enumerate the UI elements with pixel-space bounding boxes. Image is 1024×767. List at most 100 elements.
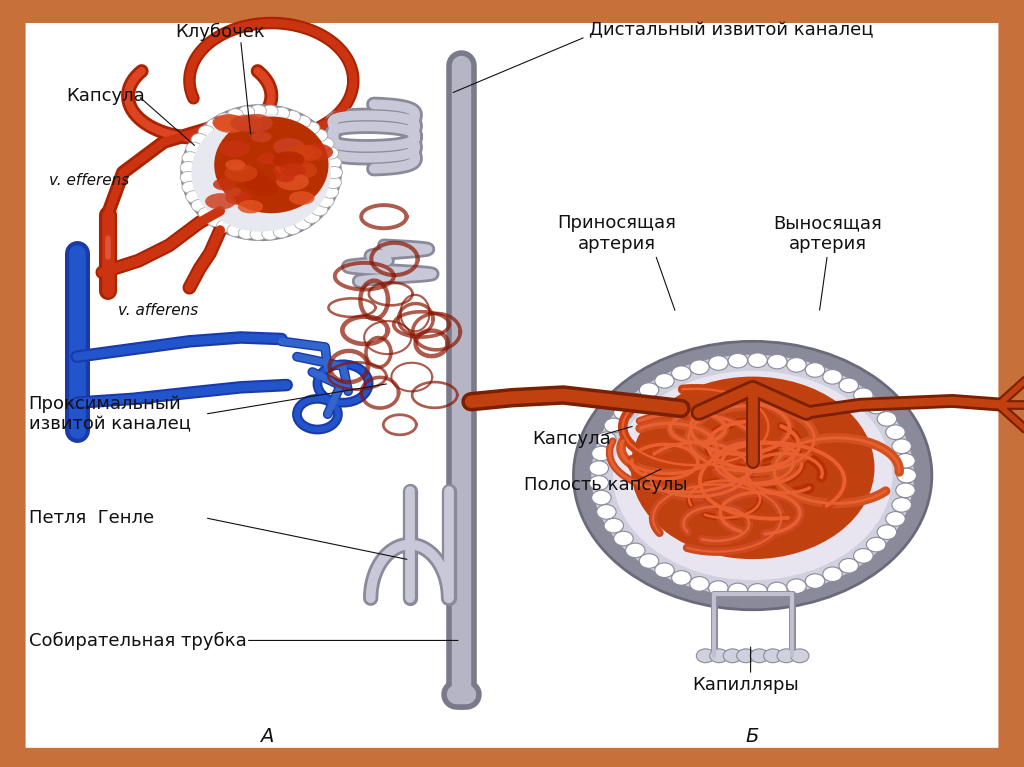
Circle shape [592, 490, 611, 505]
Circle shape [878, 412, 897, 426]
Circle shape [597, 432, 616, 446]
Circle shape [216, 220, 232, 232]
Circle shape [317, 138, 334, 150]
Ellipse shape [245, 176, 274, 192]
Circle shape [866, 399, 886, 413]
Text: Дистальный извитой каналец: Дистальный извитой каналец [589, 21, 873, 40]
Circle shape [709, 356, 728, 370]
Circle shape [786, 357, 806, 372]
Ellipse shape [275, 160, 303, 175]
Text: Б: Б [745, 727, 760, 746]
Ellipse shape [238, 200, 263, 213]
Circle shape [325, 176, 341, 189]
Ellipse shape [212, 114, 244, 131]
Ellipse shape [276, 173, 309, 190]
Circle shape [897, 468, 916, 483]
Circle shape [325, 156, 341, 169]
Ellipse shape [281, 163, 304, 176]
Ellipse shape [275, 172, 295, 183]
Circle shape [654, 563, 674, 578]
Ellipse shape [205, 193, 236, 209]
Circle shape [250, 228, 266, 240]
Ellipse shape [225, 160, 246, 170]
Circle shape [805, 574, 824, 588]
Circle shape [897, 468, 916, 483]
Circle shape [823, 370, 843, 384]
Circle shape [626, 543, 645, 558]
Circle shape [892, 498, 911, 512]
Ellipse shape [213, 178, 236, 190]
Circle shape [764, 649, 782, 663]
Circle shape [303, 122, 319, 134]
Ellipse shape [273, 138, 305, 155]
Circle shape [207, 214, 223, 226]
Circle shape [227, 224, 244, 236]
Circle shape [639, 554, 658, 568]
Circle shape [191, 133, 208, 146]
Circle shape [728, 583, 748, 597]
Circle shape [896, 453, 915, 468]
Circle shape [672, 571, 691, 585]
Circle shape [589, 476, 608, 490]
Ellipse shape [191, 114, 331, 232]
Ellipse shape [182, 105, 340, 239]
Text: Капсула: Капсула [532, 430, 611, 448]
Ellipse shape [224, 187, 242, 196]
FancyBboxPatch shape [26, 23, 998, 748]
Circle shape [886, 425, 905, 439]
Ellipse shape [214, 117, 329, 213]
Ellipse shape [229, 163, 248, 173]
Circle shape [573, 341, 932, 610]
Circle shape [589, 461, 608, 476]
Circle shape [182, 152, 199, 164]
Circle shape [326, 166, 342, 179]
Text: v. afferens: v. afferens [118, 303, 198, 318]
Ellipse shape [273, 162, 306, 179]
Circle shape [613, 405, 633, 420]
Circle shape [805, 363, 824, 377]
Text: Проксимальный
извитой каналец: Проксимальный извитой каналец [29, 395, 190, 433]
Circle shape [777, 649, 796, 663]
Text: Капсула: Капсула [67, 87, 145, 105]
Circle shape [690, 360, 710, 374]
Ellipse shape [214, 115, 248, 133]
Circle shape [878, 525, 897, 539]
Ellipse shape [240, 170, 266, 183]
Text: Приносящая
артерия: Приносящая артерия [557, 214, 676, 253]
Circle shape [604, 418, 624, 433]
Circle shape [273, 225, 290, 238]
Circle shape [696, 649, 715, 663]
Circle shape [239, 106, 255, 118]
Circle shape [892, 439, 911, 453]
Circle shape [690, 577, 710, 591]
Circle shape [592, 354, 913, 597]
Ellipse shape [257, 153, 276, 164]
Circle shape [317, 195, 334, 207]
Text: Клубочек: Клубочек [175, 23, 265, 41]
Circle shape [250, 105, 266, 117]
Circle shape [592, 446, 611, 461]
Ellipse shape [286, 146, 313, 160]
Circle shape [207, 119, 223, 131]
Circle shape [604, 518, 624, 533]
Ellipse shape [291, 145, 322, 162]
Circle shape [185, 142, 202, 154]
Circle shape [854, 548, 873, 563]
Ellipse shape [219, 140, 250, 157]
Circle shape [185, 191, 202, 203]
Ellipse shape [225, 191, 251, 205]
Circle shape [786, 579, 806, 594]
Circle shape [823, 567, 843, 581]
Text: Собирательная трубка: Собирательная трубка [29, 631, 247, 650]
Circle shape [311, 203, 328, 216]
Text: v. efferens: v. efferens [49, 173, 129, 188]
Circle shape [311, 130, 328, 142]
Circle shape [323, 186, 339, 198]
Ellipse shape [224, 164, 257, 182]
Circle shape [273, 107, 290, 120]
Circle shape [839, 558, 858, 573]
Ellipse shape [230, 115, 262, 132]
Circle shape [854, 388, 873, 403]
Circle shape [262, 105, 279, 117]
Ellipse shape [272, 151, 304, 168]
